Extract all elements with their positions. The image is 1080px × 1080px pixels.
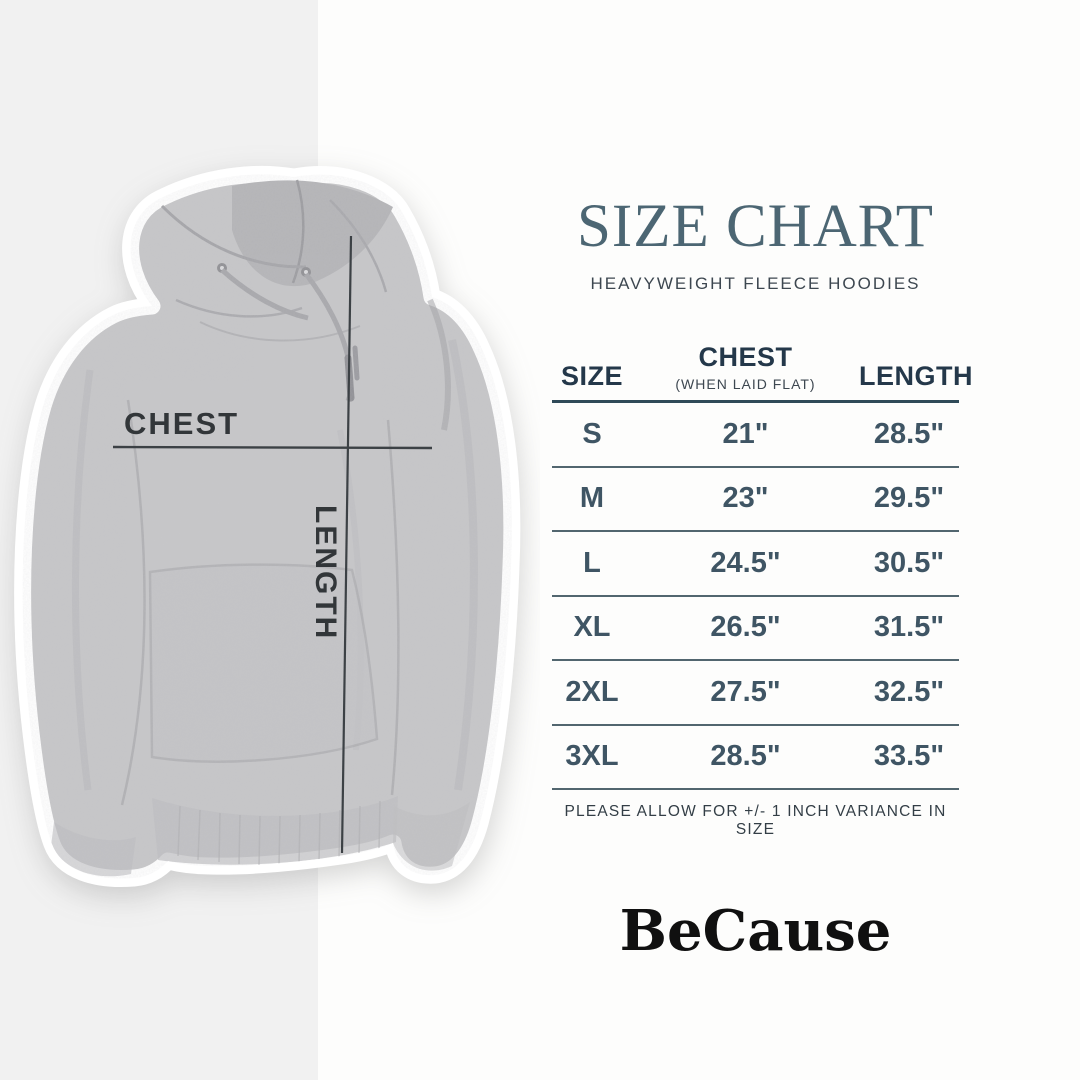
- table-row-s: S 21" 28.5": [552, 403, 959, 468]
- size-value: M: [579, 482, 605, 515]
- chest-value: 26.5": [710, 611, 781, 644]
- size-value: L: [583, 546, 601, 579]
- length-value: 29.5": [873, 482, 945, 515]
- chest-value: 27.5": [710, 675, 781, 708]
- col-header-size: SIZE: [560, 361, 623, 391]
- chest-value: 24.5": [710, 546, 781, 579]
- length-value: 33.5": [873, 740, 945, 773]
- page-title: SIZE CHART: [576, 193, 935, 260]
- length-measure-line: [340, 235, 353, 854]
- table-row-xl: XL 26.5" 31.5": [552, 597, 959, 661]
- variance-footnote: PLEASE ALLOW FOR +/- 1 INCH VARIANCE IN …: [564, 803, 947, 838]
- table-row-3xl: 3XL 28.5" 33.5": [552, 726, 959, 790]
- size-value: S: [582, 417, 602, 450]
- table-header-row: SIZE CHEST (WHEN LAID FLAT) LENGTH: [552, 336, 973, 403]
- length-value: 30.5": [873, 546, 945, 579]
- size-value: 2XL: [565, 675, 619, 708]
- length-value: 28.5": [873, 417, 945, 450]
- chest-value: 28.5": [710, 740, 781, 773]
- length-value: 32.5": [873, 675, 945, 708]
- chest-label: CHEST: [124, 406, 239, 441]
- length-label: LENGTH: [309, 505, 342, 640]
- col-header-length: LENGTH: [859, 361, 973, 391]
- col-header-chest: CHEST (WHEN LAID FLAT): [632, 342, 859, 392]
- table-row-2xl: 2XL 27.5" 32.5": [552, 661, 959, 726]
- col-header-chest-label: CHEST: [698, 342, 793, 372]
- length-value: 31.5": [873, 611, 945, 644]
- size-table: SIZE CHEST (WHEN LAID FLAT) LENGTH S 21"…: [552, 336, 973, 839]
- hoodie-image: CHEST LENGTH: [22, 174, 512, 879]
- measurement-overlay: CHEST LENGTH: [112, 235, 433, 854]
- chest-value: 23": [722, 482, 769, 515]
- size-value: XL: [573, 611, 611, 644]
- size-value: 3XL: [565, 740, 619, 773]
- table-row-m: M 23" 29.5": [552, 468, 959, 532]
- brand-logo: BeCause: [619, 898, 892, 964]
- table-row-l: L 24.5" 30.5": [552, 532, 959, 597]
- hoodie-fabric-details: [22, 174, 512, 879]
- chest-value: 21": [722, 417, 769, 450]
- chest-measure-line: [112, 445, 433, 450]
- col-header-chest-note: (WHEN LAID FLAT): [675, 376, 816, 392]
- page-subtitle: HEAVYWEIGHT FLEECE HOODIES: [590, 274, 921, 293]
